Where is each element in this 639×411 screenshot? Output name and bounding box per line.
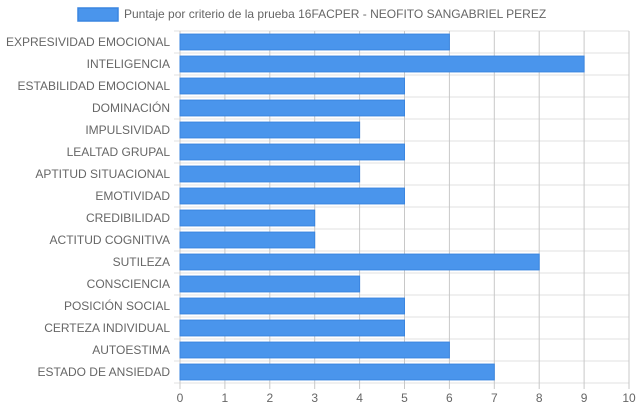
bar[interactable]: [179, 297, 405, 315]
x-tick-label: 9: [581, 391, 588, 405]
y-tick-label: ESTADO DE ANSIEDAD: [38, 365, 171, 379]
x-tick-label: 7: [491, 391, 498, 405]
bar[interactable]: [179, 209, 316, 227]
y-tick-label: CREDIBILIDAD: [86, 211, 170, 225]
legend-swatch: [77, 7, 119, 22]
legend-label: Puntaje por criterio de la prueba 16FACP…: [124, 7, 546, 21]
bar[interactable]: [179, 363, 495, 381]
bar[interactable]: [179, 99, 405, 117]
x-tick-label: 5: [401, 391, 408, 405]
y-tick-label: IMPULSIVIDAD: [85, 123, 170, 137]
bar[interactable]: [179, 253, 540, 271]
bar[interactable]: [179, 77, 405, 95]
y-tick-label: ACTITUD COGNITIVA: [50, 233, 170, 247]
y-tick-label: CERTEZA INDIVIDUAL: [44, 321, 170, 335]
x-tick-label: 2: [266, 391, 273, 405]
y-tick-label: DOMINACIÓN: [92, 100, 170, 115]
bar[interactable]: [179, 143, 405, 161]
x-tick-label: 10: [622, 391, 636, 405]
y-tick-label: EMOTIVIDAD: [95, 189, 170, 203]
y-tick-label: ESTABILIDAD EMOCIONAL: [18, 79, 171, 93]
x-tick-label: 0: [177, 391, 184, 405]
bar[interactable]: [179, 231, 316, 249]
bar[interactable]: [179, 165, 361, 183]
y-tick-label: POSICIÓN SOCIAL: [64, 298, 170, 313]
y-tick-label: INTELIGENCIA: [87, 57, 170, 71]
x-axis-labels: 0 1 2 3 4 5 6 7 8 9 10: [177, 391, 636, 405]
y-tick-label: APTITUD SITUACIONAL: [35, 167, 170, 181]
bar[interactable]: [179, 341, 450, 359]
x-tick-label: 3: [311, 391, 318, 405]
bar[interactable]: [179, 55, 585, 73]
x-tick-label: 8: [536, 391, 543, 405]
y-axis-labels: EXPRESIVIDAD EMOCIONAL INTELIGENCIA ESTABI…: [6, 35, 170, 379]
bar[interactable]: [179, 275, 361, 293]
x-tick-label: 4: [356, 391, 363, 405]
bar[interactable]: [179, 33, 450, 51]
bar[interactable]: [179, 319, 405, 337]
x-tick-label: 6: [446, 391, 453, 405]
bars: [179, 33, 585, 381]
y-tick-label: LEALTAD GRUPAL: [67, 145, 171, 159]
x-tick-label: 1: [222, 391, 229, 405]
y-tick-label: CONSCIENCIA: [87, 277, 170, 291]
legend[interactable]: Puntaje por criterio de la prueba 16FACP…: [77, 7, 546, 22]
y-tick-label: EXPRESIVIDAD EMOCIONAL: [6, 35, 170, 49]
y-tick-label: SUTILEZA: [113, 255, 170, 269]
bar[interactable]: [179, 187, 405, 205]
bar[interactable]: [179, 121, 361, 139]
y-tick-label: AUTOESTIMA: [92, 343, 170, 357]
